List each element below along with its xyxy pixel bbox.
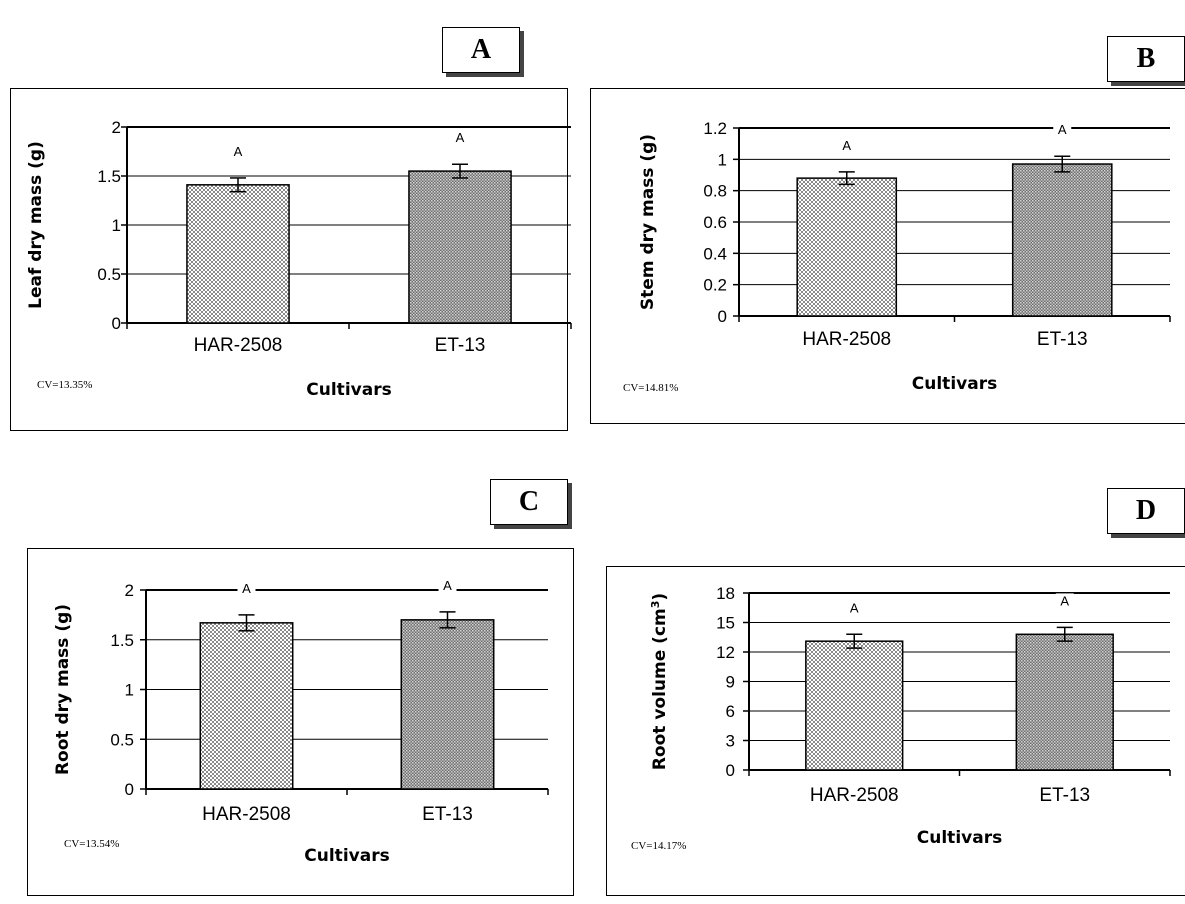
significance-label: A bbox=[842, 138, 851, 153]
y-axis-title: Leaf dry mass (g) bbox=[26, 141, 46, 309]
y-tick-label: 2 bbox=[112, 118, 121, 137]
panel-d-frame: 0 3 6 9 12 15 18 A HAR-2508 A ET-13 Root volume (cm… bbox=[606, 566, 1185, 896]
significance-bg bbox=[438, 577, 457, 594]
significance-label: A bbox=[443, 578, 452, 593]
category-label: HAR-2508 bbox=[202, 804, 291, 825]
category-label: HAR-2508 bbox=[810, 785, 899, 806]
significance-label: A bbox=[456, 130, 465, 145]
y-axis-title: Root volume (cm3) bbox=[649, 593, 671, 770]
y-tick-label: 0.8 bbox=[703, 182, 727, 201]
y-tick-label: 0.5 bbox=[97, 265, 121, 284]
bar-et-13 bbox=[1015, 633, 1114, 771]
significance-bg bbox=[837, 137, 856, 154]
y-tick-label: 1.5 bbox=[97, 167, 121, 186]
category-label: ET-13 bbox=[1039, 785, 1090, 806]
panel-a-chart: 0 0.5 1 1.5 2 A HAR-2508 A ET-13 Leaf dry mass (g… bbox=[26, 118, 572, 400]
y-tick-label: 1 bbox=[125, 681, 134, 700]
y-tick-label: 0 bbox=[718, 307, 727, 326]
bar-et-13 bbox=[1011, 163, 1113, 317]
bar-har-2508 bbox=[186, 184, 290, 324]
panel-a-frame: 0 0.5 1 1.5 2 A HAR-2508 A ET-13 Leaf dry mass (g… bbox=[10, 88, 572, 431]
significance-label: A bbox=[850, 600, 859, 615]
bar-har-2508 bbox=[796, 177, 898, 317]
superscript: 3 bbox=[649, 601, 662, 609]
x-axis-title: Cultivars bbox=[912, 374, 997, 394]
x-axis-title: Cultivars bbox=[306, 380, 391, 400]
y-tick-label: 0.6 bbox=[703, 213, 727, 232]
significance-label: A bbox=[234, 144, 243, 159]
significance-bg bbox=[845, 600, 864, 617]
bar-et-13 bbox=[400, 619, 495, 790]
y-axis-title-end: ) bbox=[650, 593, 670, 601]
cv-annotation: CV=13.54% bbox=[64, 838, 119, 850]
y-tick-label: 2 bbox=[125, 581, 134, 600]
y-tick-label: 3 bbox=[726, 732, 735, 751]
y-tick-label: 0 bbox=[726, 761, 735, 780]
y-tick-label: 1 bbox=[718, 150, 727, 169]
panel-b-chart: 0 0.2 0.4 0.6 0.8 1 1.2 A HAR-2508 A ET-13 Stem dry… bbox=[623, 119, 1171, 394]
significance-bg bbox=[1053, 122, 1072, 139]
y-tick-label: 1.5 bbox=[110, 631, 134, 650]
y-tick-label: 0.4 bbox=[703, 244, 727, 263]
panel-c-letter: C bbox=[490, 479, 568, 525]
panel-b-frame: 0 0.2 0.4 0.6 0.8 1 1.2 A HAR-2508 A ET-13 Stem dry… bbox=[590, 88, 1185, 424]
significance-label: A bbox=[1058, 122, 1067, 137]
y-tick-label: 0.2 bbox=[703, 276, 727, 295]
x-axis-title: Cultivars bbox=[917, 828, 1002, 848]
category-label: ET-13 bbox=[1037, 329, 1088, 350]
bar-et-13 bbox=[408, 170, 512, 324]
significance-bg bbox=[1055, 593, 1074, 610]
y-axis-title: Root dry mass (g) bbox=[53, 604, 73, 775]
bar-har-2508 bbox=[199, 622, 294, 790]
panel-b-letter: B bbox=[1107, 36, 1185, 82]
category-label: ET-13 bbox=[422, 804, 473, 825]
panel-d-letter: D bbox=[1107, 488, 1185, 534]
cv-annotation: CV=14.81% bbox=[623, 382, 678, 394]
significance-label: A bbox=[242, 581, 251, 596]
y-tick-label: 18 bbox=[716, 584, 735, 603]
y-tick-label: 1.2 bbox=[703, 119, 727, 138]
category-label: HAR-2508 bbox=[194, 335, 283, 356]
significance-bg bbox=[229, 143, 247, 160]
y-axis-title: Stem dry mass (g) bbox=[638, 134, 658, 310]
panel-c-frame: 0 0.5 1 1.5 2 A HAR-2508 A ET-13 Root dry mass (g… bbox=[27, 548, 574, 896]
y-tick-label: 12 bbox=[716, 643, 735, 662]
significance-bg bbox=[237, 580, 256, 597]
cv-annotation: CV=13.35% bbox=[37, 379, 92, 391]
y-tick-label: 0 bbox=[112, 314, 121, 333]
significance-bg bbox=[451, 130, 469, 147]
y-tick-label: 15 bbox=[716, 614, 735, 633]
y-tick-label: 6 bbox=[726, 702, 735, 721]
x-axis-title: Cultivars bbox=[304, 846, 389, 866]
significance-label: A bbox=[1060, 593, 1069, 608]
panel-d-chart: 0 3 6 9 12 15 18 A HAR-2508 A ET-13 Root volume (cm… bbox=[631, 584, 1171, 852]
y-tick-label: 0.5 bbox=[110, 730, 134, 749]
y-tick-label: 0 bbox=[125, 780, 134, 799]
y-tick-label: 9 bbox=[726, 673, 735, 692]
y-tick-label: 1 bbox=[112, 216, 121, 235]
category-label: HAR-2508 bbox=[802, 329, 891, 350]
panel-a-letter: A bbox=[442, 27, 520, 73]
panel-c-chart: 0 0.5 1 1.5 2 A HAR-2508 A ET-13 Root dry mass (g… bbox=[53, 577, 549, 866]
category-label: ET-13 bbox=[435, 335, 486, 356]
cv-annotation: CV=14.17% bbox=[631, 840, 686, 852]
bar-har-2508 bbox=[805, 640, 904, 771]
